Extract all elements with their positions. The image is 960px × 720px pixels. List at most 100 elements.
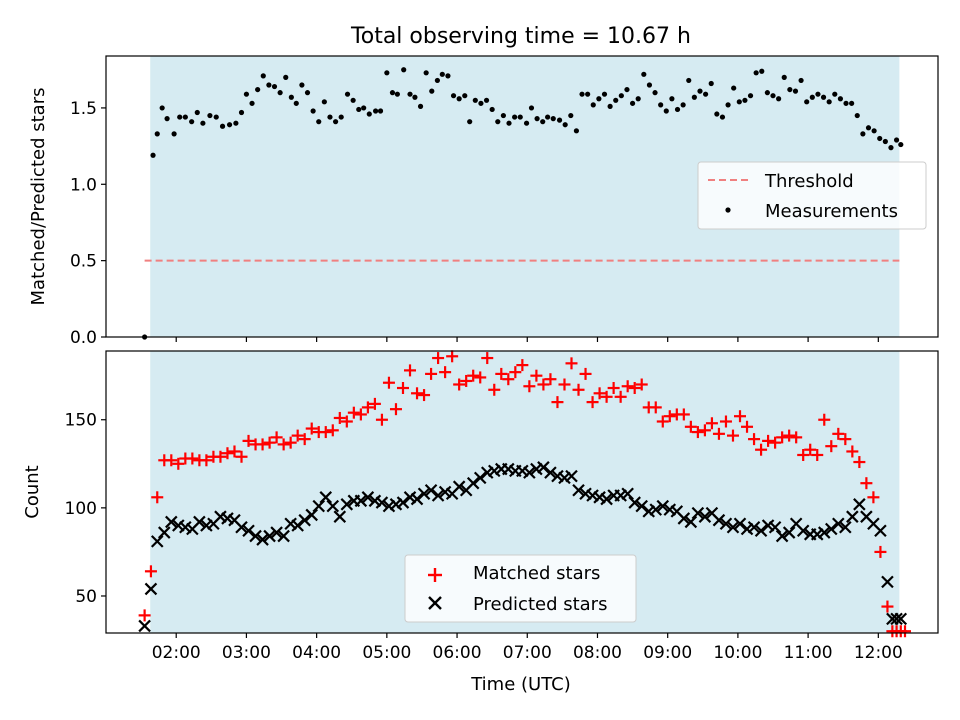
y-tick-label: 1.0 <box>70 175 97 195</box>
x-tick-label: 03:00 <box>222 643 271 663</box>
count-axes-frame <box>105 350 939 634</box>
ratio-y-axis: 0.0 0.5 1.0 1.5 <box>70 99 106 348</box>
matched-star-point <box>432 352 445 365</box>
matched-star-point <box>600 390 613 403</box>
matched-star-point <box>705 417 718 430</box>
chart-title: Total observing time = 10.67 h <box>350 24 691 49</box>
matched-star-point <box>712 427 725 440</box>
measurement-point <box>150 152 156 158</box>
measurement-point <box>219 123 226 129</box>
measurement-point <box>266 82 272 88</box>
measurement-point <box>849 100 855 106</box>
measurement-point <box>500 112 506 119</box>
matched-star-point <box>516 359 529 372</box>
matched-star-point <box>474 371 487 384</box>
measurement-point <box>182 114 188 120</box>
matched-star-point <box>340 415 353 428</box>
matched-star-point <box>256 438 269 451</box>
predicted-star-point <box>656 499 670 513</box>
matched-star-point <box>726 429 739 442</box>
predicted-star-point <box>312 499 326 513</box>
x-tick-label: 11:00 <box>784 643 833 663</box>
legend-predicted-swatch <box>428 596 442 610</box>
measurement-point <box>159 105 165 111</box>
matched-star-point <box>361 401 374 414</box>
predicted-star-point <box>473 471 487 485</box>
matched-star-point <box>523 380 536 393</box>
measurement-point <box>260 73 266 79</box>
measurement-point <box>641 71 647 77</box>
measurement-point <box>731 85 737 91</box>
measurement-point <box>483 97 490 103</box>
predicted-star-point <box>424 483 438 497</box>
y-tick-label: 0.5 <box>70 252 97 272</box>
y-tick-label: 100 <box>65 499 97 519</box>
measurement-point <box>770 93 776 99</box>
matched-star-point <box>860 477 873 490</box>
predicted-star-point <box>417 487 431 501</box>
measurement-point <box>293 100 299 106</box>
measurement-point <box>350 97 356 103</box>
matched-star-point <box>741 420 754 433</box>
measurement-point <box>674 106 681 113</box>
y-tick-label: 50 <box>75 587 97 607</box>
y-tick-label: 1.5 <box>70 99 97 119</box>
measurement-point <box>517 114 523 120</box>
matched-star-point <box>874 545 887 558</box>
matched-star-point <box>762 434 775 447</box>
predicted-star-point <box>677 512 691 525</box>
measurement-point <box>646 82 653 88</box>
count-x-axis: 02:00 03:00 04:00 05:00 06:00 07:00 08:00 09:00… <box>152 633 903 663</box>
matched-star-point <box>691 426 704 439</box>
measurement-point <box>781 74 787 80</box>
measurement-point <box>585 91 591 97</box>
measurement-point <box>255 86 261 93</box>
measurement-point <box>629 100 636 106</box>
predicted-star-point <box>375 496 389 509</box>
measurement-point <box>691 94 697 100</box>
predicted-star-point <box>890 612 903 626</box>
predicted-star-point <box>452 480 466 493</box>
measurement-point <box>495 119 501 125</box>
predicted-star-point <box>775 529 789 543</box>
matched-star-point <box>186 452 199 465</box>
predicted-star-point <box>698 510 712 523</box>
measurement-point <box>568 112 574 119</box>
matched-star-point <box>684 420 697 433</box>
matched-star-point <box>453 378 466 391</box>
matched-star-point <box>530 369 543 382</box>
predicted-star-point <box>832 517 845 531</box>
matched-star-point <box>565 357 578 370</box>
y-tick-label: 150 <box>65 411 97 431</box>
measurement-point <box>299 82 305 88</box>
measurement-point <box>344 91 351 97</box>
matched-star-point <box>783 429 796 442</box>
matched-star-point <box>551 396 564 409</box>
matched-star-point <box>389 403 402 416</box>
legend-matched-swatch <box>428 568 442 582</box>
measurement-point <box>860 131 866 137</box>
matched-star-point <box>298 433 311 446</box>
predicted-star-point <box>691 506 705 520</box>
predicted-star-point <box>649 503 663 516</box>
measurement-point <box>809 94 815 100</box>
measurement-point <box>815 91 821 97</box>
x-tick-label: 10:00 <box>713 643 762 663</box>
matched-star-point <box>839 433 852 446</box>
matched-star-point <box>790 431 803 444</box>
measurement-point <box>596 96 602 102</box>
measurement-point <box>697 88 703 94</box>
measurement-point <box>489 106 495 113</box>
matched-star-point <box>621 380 634 393</box>
matched-star-point <box>481 352 494 365</box>
matched-star-point <box>748 433 761 446</box>
measurement-point <box>213 114 219 120</box>
measurement-point <box>361 105 367 111</box>
measurement-point <box>820 94 827 100</box>
predicted-star-point <box>894 612 908 626</box>
measurement-point <box>401 67 407 73</box>
matched-star-point <box>467 369 480 382</box>
ratio-x-axis <box>175 337 879 342</box>
measurement-point <box>310 108 316 114</box>
matched-star-point <box>460 374 473 387</box>
